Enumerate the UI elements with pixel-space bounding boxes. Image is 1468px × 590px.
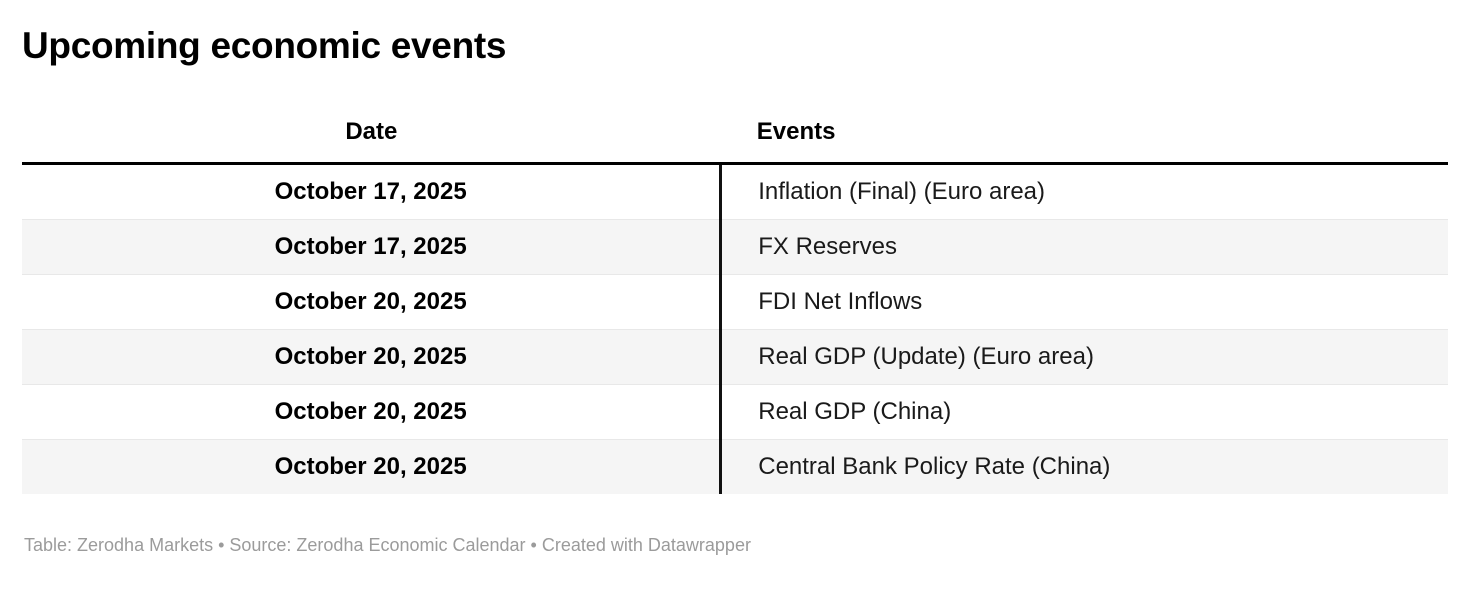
event-cell: Real GDP (China) <box>758 398 952 425</box>
date-cell: October 20, 2025 <box>22 329 723 385</box>
table-footer: Table: Zerodha Markets • Source: Zerodha… <box>24 535 751 555</box>
table-row: October 17, 2025 Inflation (Final) (Euro … <box>22 163 1448 220</box>
event-cell: FDI Net Inflows <box>758 288 923 315</box>
date-cell: October 20, 2025 <box>22 439 723 494</box>
date-cell: October 20, 2025 <box>22 274 723 330</box>
event-cell: Inflation (Final) (Euro area) <box>758 178 1046 205</box>
table-row: October 20, 2025 FDI Net Inflows <box>22 274 1448 330</box>
column-header-date: Date <box>22 110 721 165</box>
column-header-events: Events <box>720 110 1448 165</box>
table-body: October 17, 2025 Inflation (Final) (Euro … <box>22 163 1448 494</box>
table-header: Date Events <box>22 110 1448 165</box>
event-cell: Real GDP (Update) (Euro area) <box>758 343 1094 370</box>
page-title: Upcoming economic events <box>22 25 507 66</box>
event-cell: FX Reserves <box>758 233 897 260</box>
event-cell: Central Bank Policy Rate (China) <box>758 453 1111 480</box>
table-row: October 20, 2025 Central Bank Policy Rate… <box>22 439 1448 494</box>
table-row: October 17, 2025 FX Reserves <box>22 219 1448 275</box>
date-cell: October 20, 2025 <box>22 384 723 440</box>
table-row: October 20, 2025 Real GDP (China) <box>22 384 1448 440</box>
data-table: Date Events October 17, 2025 Inflation (F… <box>22 110 1448 494</box>
table-row: October 20, 2025 Real GDP (Update) (Euro … <box>22 329 1448 385</box>
date-cell: October 17, 2025 <box>22 219 723 275</box>
date-cell: October 17, 2025 <box>22 163 723 220</box>
table-header-row: Date Events <box>22 110 1448 165</box>
